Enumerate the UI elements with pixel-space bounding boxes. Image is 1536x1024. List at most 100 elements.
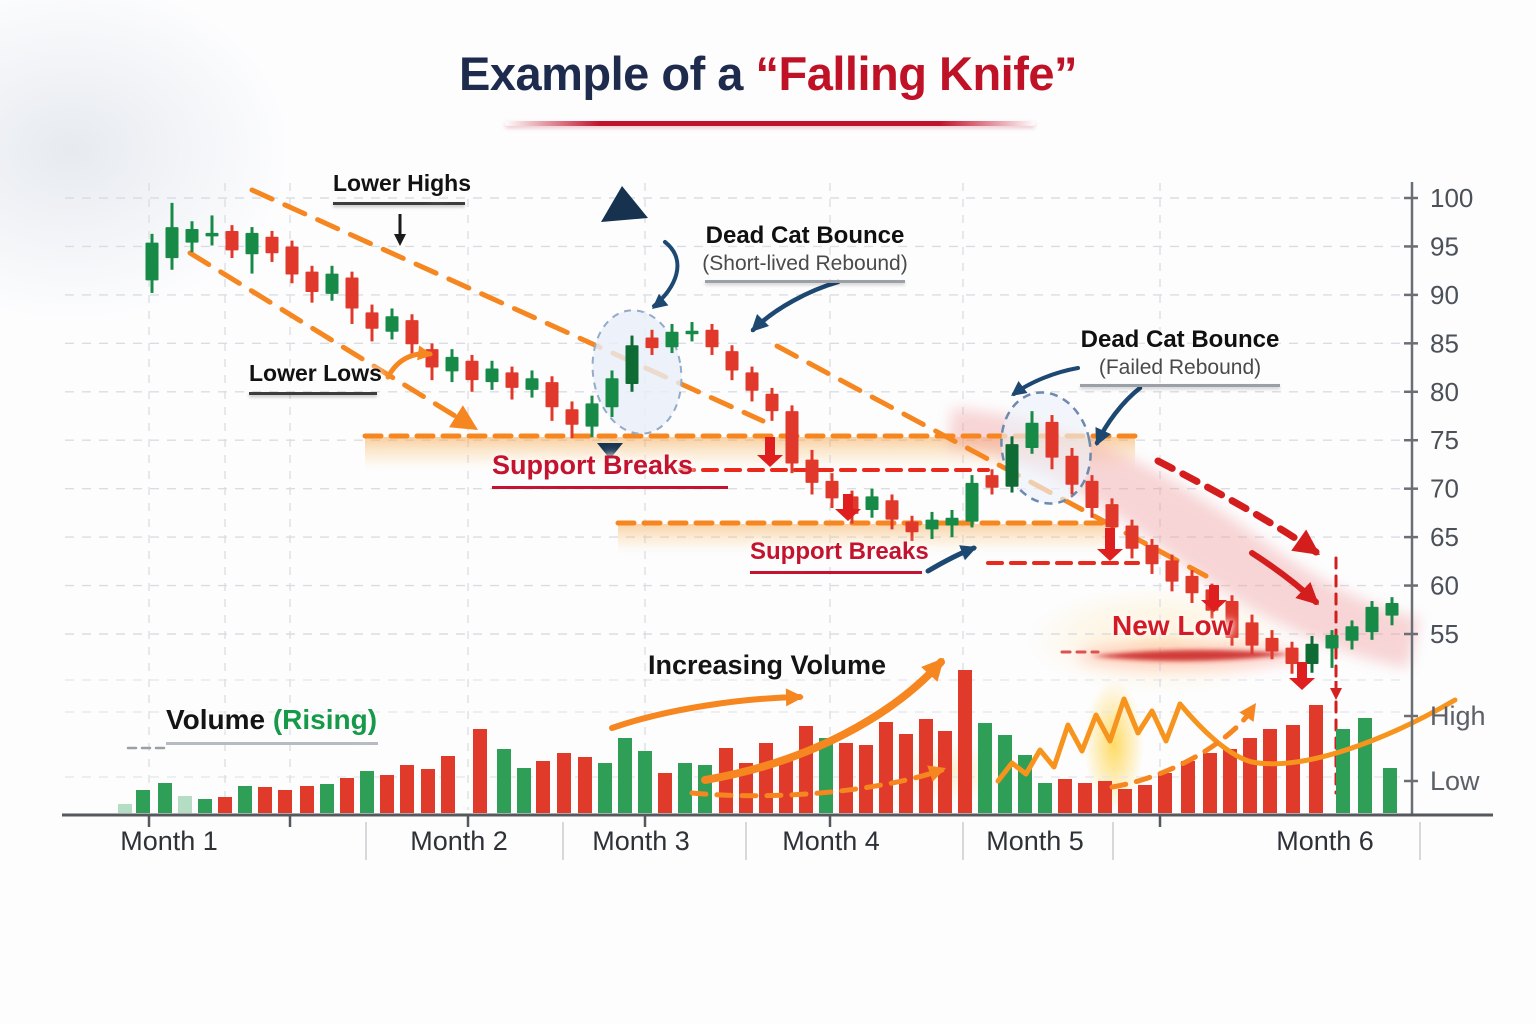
bearish-candle — [345, 277, 359, 309]
dead-cat-1-underline — [705, 280, 905, 283]
volume-bar — [1078, 783, 1092, 813]
price-tick-label: 80 — [1430, 377, 1459, 407]
volume-bar — [978, 723, 992, 813]
volume-bar — [859, 745, 873, 813]
annotation-dead-cat-bounce-2: Dead Cat Bounce (Failed Rebound) — [1030, 326, 1330, 387]
price-tick-label: 70 — [1430, 474, 1459, 504]
volume-bar — [198, 799, 212, 813]
dead-cat-2-arrow-a-head — [1011, 380, 1028, 396]
page-title: Example of a “Falling Knife” — [0, 46, 1536, 101]
support-breaks-1-text: Support Breaks — [492, 450, 694, 480]
volume-tick-label: Low — [1430, 766, 1480, 796]
volume-bar — [536, 761, 550, 813]
bearish-candle — [745, 372, 759, 391]
volume-bar — [598, 763, 612, 813]
volume-bar — [320, 784, 334, 813]
annotation-increasing-volume: Increasing Volume — [648, 650, 887, 680]
volume-bar — [1243, 738, 1257, 813]
volume-bar — [360, 771, 374, 813]
bearish-candle — [1225, 601, 1239, 638]
bearish-candle — [1145, 544, 1159, 565]
bearish-candle — [885, 500, 899, 520]
lower-highs-underline — [333, 202, 465, 205]
volume-bar — [158, 783, 172, 813]
volume-bar — [1181, 761, 1195, 813]
bearish-candle — [725, 351, 739, 371]
support-band-2 — [618, 524, 1110, 558]
annotation-volume-rising: Volume (Rising) — [166, 704, 378, 745]
bullish-candle — [485, 368, 499, 383]
bearish-candle — [645, 337, 659, 349]
volume-bar — [1158, 773, 1172, 813]
volume-bar — [1038, 783, 1052, 813]
price-tick-label: 90 — [1430, 280, 1459, 310]
bullish-candle — [1345, 626, 1359, 641]
bearish-candle — [565, 409, 579, 425]
capitulation-arrow-2 — [1289, 662, 1315, 690]
volume-glow — [1084, 679, 1144, 811]
bullish-candle — [1005, 444, 1019, 487]
volume-bar — [658, 773, 672, 813]
bullish-candle — [525, 378, 539, 390]
price-tick-label: 55 — [1430, 619, 1459, 649]
bearish-candle — [225, 230, 239, 251]
bearish-candle — [1045, 421, 1059, 458]
lower-lows-arrow-head — [417, 345, 433, 361]
dead-cat-1-subtitle: (Short-lived Rebound) — [702, 252, 908, 275]
volume-bar — [218, 797, 232, 813]
price-tick-label: 75 — [1430, 425, 1459, 455]
month-label: Month 3 — [592, 826, 690, 856]
price-tick-label: 85 — [1430, 328, 1459, 358]
dead-cat-2-arrow-b-head — [1095, 427, 1111, 446]
month-label: Month 1 — [120, 826, 218, 856]
volume-word: Volume — [166, 704, 266, 735]
bullish-candle — [245, 232, 259, 255]
bullish-candle — [945, 517, 959, 526]
grid-layer — [65, 183, 1408, 810]
bearish-candle — [505, 372, 519, 388]
bearish-candle — [1245, 622, 1259, 646]
bullish-candle — [685, 330, 699, 335]
volume-zigzag-line — [995, 696, 1183, 784]
volume-bar — [473, 729, 487, 813]
support-break-arrow-2 — [1097, 528, 1123, 561]
bullish-candle — [865, 496, 879, 510]
volume-bar — [759, 743, 773, 813]
support-1-down-triangle — [597, 443, 623, 459]
volume-bar — [258, 787, 272, 813]
bullish-candle — [1385, 602, 1399, 616]
volume-bar — [278, 790, 292, 813]
volume-bar — [879, 722, 893, 813]
volume-bar — [899, 734, 913, 813]
volume-bar — [618, 738, 632, 813]
volume-layer — [118, 670, 1458, 813]
dead-cat-2-subtitle: (Failed Rebound) — [1098, 356, 1262, 379]
bullish-candle — [625, 345, 639, 385]
volume-bar — [421, 769, 435, 813]
bearish-candle — [1065, 455, 1079, 485]
bearish-candle — [305, 271, 319, 292]
volume-bar — [517, 768, 531, 813]
month-label: Month 6 — [1276, 826, 1374, 856]
price-tick-label: 100 — [1430, 183, 1473, 213]
volume-dashed-arrow-2 — [1109, 704, 1257, 790]
corner-haze — [0, 0, 290, 320]
title-highlight: “Falling Knife” — [755, 47, 1078, 100]
bearish-candle — [765, 393, 779, 412]
title-divider — [505, 121, 1035, 126]
volume-bar — [1138, 785, 1152, 813]
month-label: Month 2 — [410, 826, 508, 856]
bearish-candle — [825, 480, 839, 499]
volume-bar — [1098, 781, 1112, 813]
volume-bar — [779, 761, 793, 813]
volume-dashed-arrow-2-head — [1239, 703, 1256, 722]
support-breaks-2-arrow-head — [959, 545, 977, 561]
volume-bar — [238, 786, 252, 813]
increasing-volume-arrow-2-head — [921, 658, 944, 682]
dead-cat-2-title: Dead Cat Bounce — [1080, 326, 1280, 353]
bullish-candle — [1365, 606, 1379, 633]
bearish-candle — [785, 411, 799, 464]
volume-bar — [1203, 753, 1217, 813]
